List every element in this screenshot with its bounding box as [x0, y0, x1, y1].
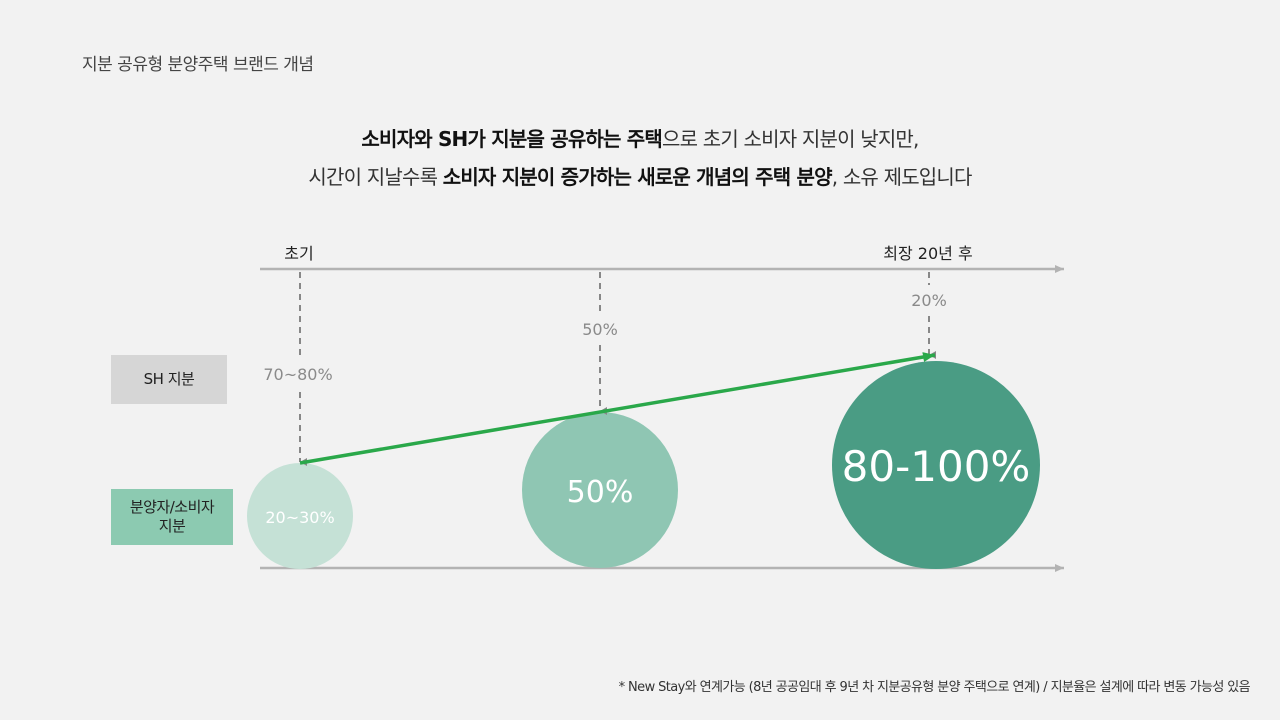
timeline-end-label: 최장 20년 후: [883, 244, 972, 263]
sh-share-label-final: 20%: [911, 291, 947, 310]
owner-share-circle-initial: [247, 463, 353, 569]
headline-line2-segment: 시간이 지날수록: [308, 165, 443, 189]
sh-share-row-label: SH 지분: [111, 355, 227, 404]
headline: 소비자와 SH가 지분을 공유하는 주택으로 초기 소비자 지분이 낮지만, 시…: [0, 120, 1280, 196]
owner-share-circle-mid: [522, 412, 678, 568]
headline-line1-segment: 으로 초기 소비자 지분이 낮지만,: [662, 127, 919, 151]
footnote: * New Stay와 연계가능 (8년 공공임대 후 9년 차 지분공유형 분…: [618, 680, 1251, 695]
owner-share-label-initial: 20~30%: [265, 508, 334, 527]
headline-line-1: 소비자와 SH가 지분을 공유하는 주택으로 초기 소비자 지분이 낮지만,: [0, 120, 1280, 158]
headline-line2-segment: , 소유 제도입니다: [831, 165, 973, 189]
headline-line-2: 시간이 지날수록 소비자 지분이 증가하는 새로운 개념의 주택 분양, 소유 …: [0, 158, 1280, 196]
owner-share-label-final: 80-100%: [842, 442, 1031, 491]
owner-share-row-label: 분양자/소비자 지분: [111, 489, 233, 545]
page-title: 지분 공유형 분양주택 브랜드 개념: [82, 55, 314, 75]
headline-line1-segment: 소비자와 SH가 지분을 공유하는 주택: [361, 127, 662, 151]
sh-share-label-mid: 50%: [582, 320, 618, 339]
headline-line2-segment: 소비자 지분이 증가하는 새로운 개념의 주택 분양: [442, 165, 833, 189]
timeline-start-label: 초기: [284, 244, 313, 263]
owner-share-circle-final: [832, 361, 1040, 569]
owner-share-trend-arrow: [299, 352, 936, 465]
sh-share-label-initial: 70~80%: [263, 365, 332, 384]
owner-share-label-mid: 50%: [567, 475, 634, 510]
